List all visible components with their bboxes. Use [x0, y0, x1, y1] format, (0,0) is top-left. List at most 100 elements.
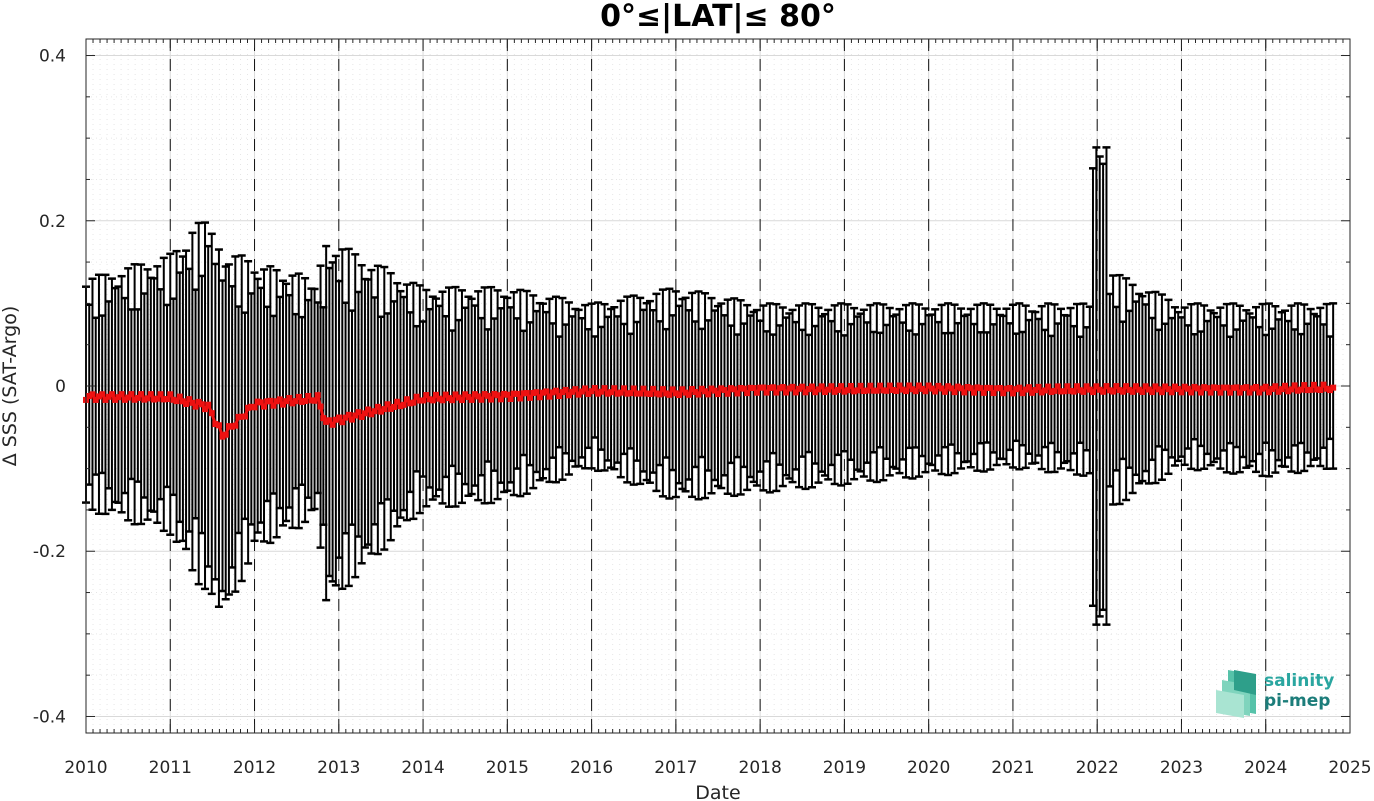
- mean-delta-sss-point: [1281, 382, 1288, 389]
- mean-delta-sss-point: [160, 396, 167, 403]
- mean-delta-sss-point: [289, 400, 296, 407]
- error-bar: [885, 306, 894, 477]
- error-bar: [393, 281, 402, 528]
- x-tick-label: 2015: [486, 758, 529, 778]
- x-tick-label: 2025: [1328, 758, 1371, 778]
- mean-delta-sss-point: [656, 391, 663, 398]
- mean-delta-sss-point: [1201, 384, 1208, 391]
- error-bar: [159, 256, 168, 533]
- mean-delta-sss-point: [202, 406, 209, 413]
- mean-delta-sss-point: [1227, 389, 1234, 396]
- mean-delta-sss-point: [536, 394, 543, 401]
- mean-delta-sss-point: [967, 385, 974, 392]
- error-bar: [201, 221, 210, 591]
- mean-delta-sss-point: [131, 396, 138, 403]
- mean-delta-sss-point: [219, 433, 226, 440]
- error-bar: [752, 308, 761, 487]
- error-bar: [1122, 277, 1131, 502]
- mean-delta-sss-point: [462, 391, 469, 398]
- mean-delta-sss-point: [922, 388, 929, 395]
- error-bar: [467, 297, 476, 496]
- mean-delta-sss-point: [614, 390, 621, 397]
- mean-delta-sss-point: [737, 384, 744, 391]
- mean-delta-sss-point: [757, 384, 764, 391]
- mean-delta-sss-point: [283, 398, 290, 405]
- mean-delta-sss-point: [549, 389, 556, 396]
- mean-delta-sss-point: [890, 386, 897, 393]
- error-bar: [457, 289, 466, 505]
- mean-delta-sss-point: [157, 391, 164, 398]
- mean-delta-sss-point: [138, 391, 145, 398]
- mean-delta-sss-point: [264, 398, 271, 405]
- mean-delta-sss-point: [279, 401, 286, 408]
- mean-delta-sss-point: [1310, 381, 1317, 388]
- mean-delta-sss-point: [1025, 384, 1032, 391]
- error-bar: [743, 303, 752, 492]
- mean-delta-sss-point: [633, 390, 640, 397]
- mean-delta-sss-point: [760, 384, 767, 391]
- mean-delta-sss-point: [1149, 389, 1156, 396]
- mean-delta-sss-point: [834, 386, 841, 393]
- error-bar: [788, 308, 797, 484]
- mean-delta-sss-point: [261, 403, 268, 410]
- mean-delta-sss-point: [1304, 387, 1311, 394]
- mean-delta-sss-point: [212, 421, 219, 428]
- error-bar: [707, 296, 716, 495]
- mean-delta-sss-point: [465, 393, 472, 400]
- mean-delta-sss-point: [776, 385, 783, 392]
- error-bar: [143, 268, 152, 521]
- mean-delta-sss-point: [1003, 385, 1010, 392]
- mean-delta-sss-point: [977, 385, 984, 392]
- mean-delta-sss-point: [954, 383, 961, 390]
- mean-delta-sss-point: [595, 390, 602, 397]
- mean-delta-sss-point: [497, 396, 504, 403]
- mean-delta-sss-point: [1093, 383, 1100, 390]
- mean-delta-sss-point: [569, 388, 576, 395]
- mean-delta-sss-point: [786, 385, 793, 392]
- mean-delta-sss-point: [682, 389, 689, 396]
- mean-delta-sss-point: [821, 389, 828, 396]
- mean-delta-sss-point: [1152, 383, 1159, 390]
- mean-delta-sss-point: [1116, 387, 1123, 394]
- mean-delta-sss-point: [572, 386, 579, 393]
- mean-delta-sss-point: [167, 391, 174, 398]
- mean-delta-sss-point: [128, 391, 135, 398]
- mean-delta-sss-point: [948, 385, 955, 392]
- mean-delta-sss-point: [604, 390, 611, 397]
- mean-delta-sss-point: [488, 396, 495, 403]
- mean-delta-sss-point: [1175, 385, 1182, 392]
- error-bar: [736, 299, 745, 496]
- mean-delta-sss-point: [770, 384, 777, 391]
- mean-delta-sss-point: [1077, 387, 1084, 394]
- mean-delta-sss-point: [222, 431, 229, 438]
- mean-delta-sss-point: [378, 408, 385, 415]
- mean-delta-sss-point: [1184, 385, 1191, 392]
- mean-delta-sss-point: [89, 391, 96, 398]
- mean-delta-sss-point: [637, 390, 644, 397]
- mean-delta-sss-point: [1275, 388, 1282, 395]
- mean-delta-sss-point: [643, 390, 650, 397]
- mean-delta-sss-point: [715, 391, 721, 398]
- mean-delta-sss-point: [818, 383, 825, 390]
- mean-delta-sss-point: [928, 385, 935, 392]
- mean-delta-sss-point: [1291, 382, 1298, 389]
- mean-delta-sss-point: [1064, 383, 1071, 390]
- mean-delta-sss-point: [1265, 389, 1272, 396]
- mean-delta-sss-point: [1168, 389, 1175, 396]
- mean-delta-sss-point: [1061, 388, 1068, 395]
- x-tick-label: 2010: [64, 758, 107, 778]
- mean-delta-sss-point: [1171, 383, 1178, 390]
- mean-delta-sss-point: [510, 390, 517, 397]
- mean-delta-sss-point: [646, 390, 653, 397]
- salinity-pi-mep-logo: salinity pi-mep: [1216, 670, 1334, 718]
- mean-delta-sss-point: [1246, 389, 1253, 396]
- mean-delta-sss-point: [721, 386, 728, 393]
- mean-delta-sss-point: [507, 396, 514, 403]
- mean-delta-sss-point: [205, 401, 212, 408]
- mean-delta-sss-point: [783, 389, 790, 396]
- mean-delta-sss-point: [1272, 383, 1279, 390]
- mean-delta-sss-point: [640, 385, 647, 392]
- mean-delta-sss-point: [556, 393, 563, 400]
- mean-delta-sss-point: [198, 401, 205, 408]
